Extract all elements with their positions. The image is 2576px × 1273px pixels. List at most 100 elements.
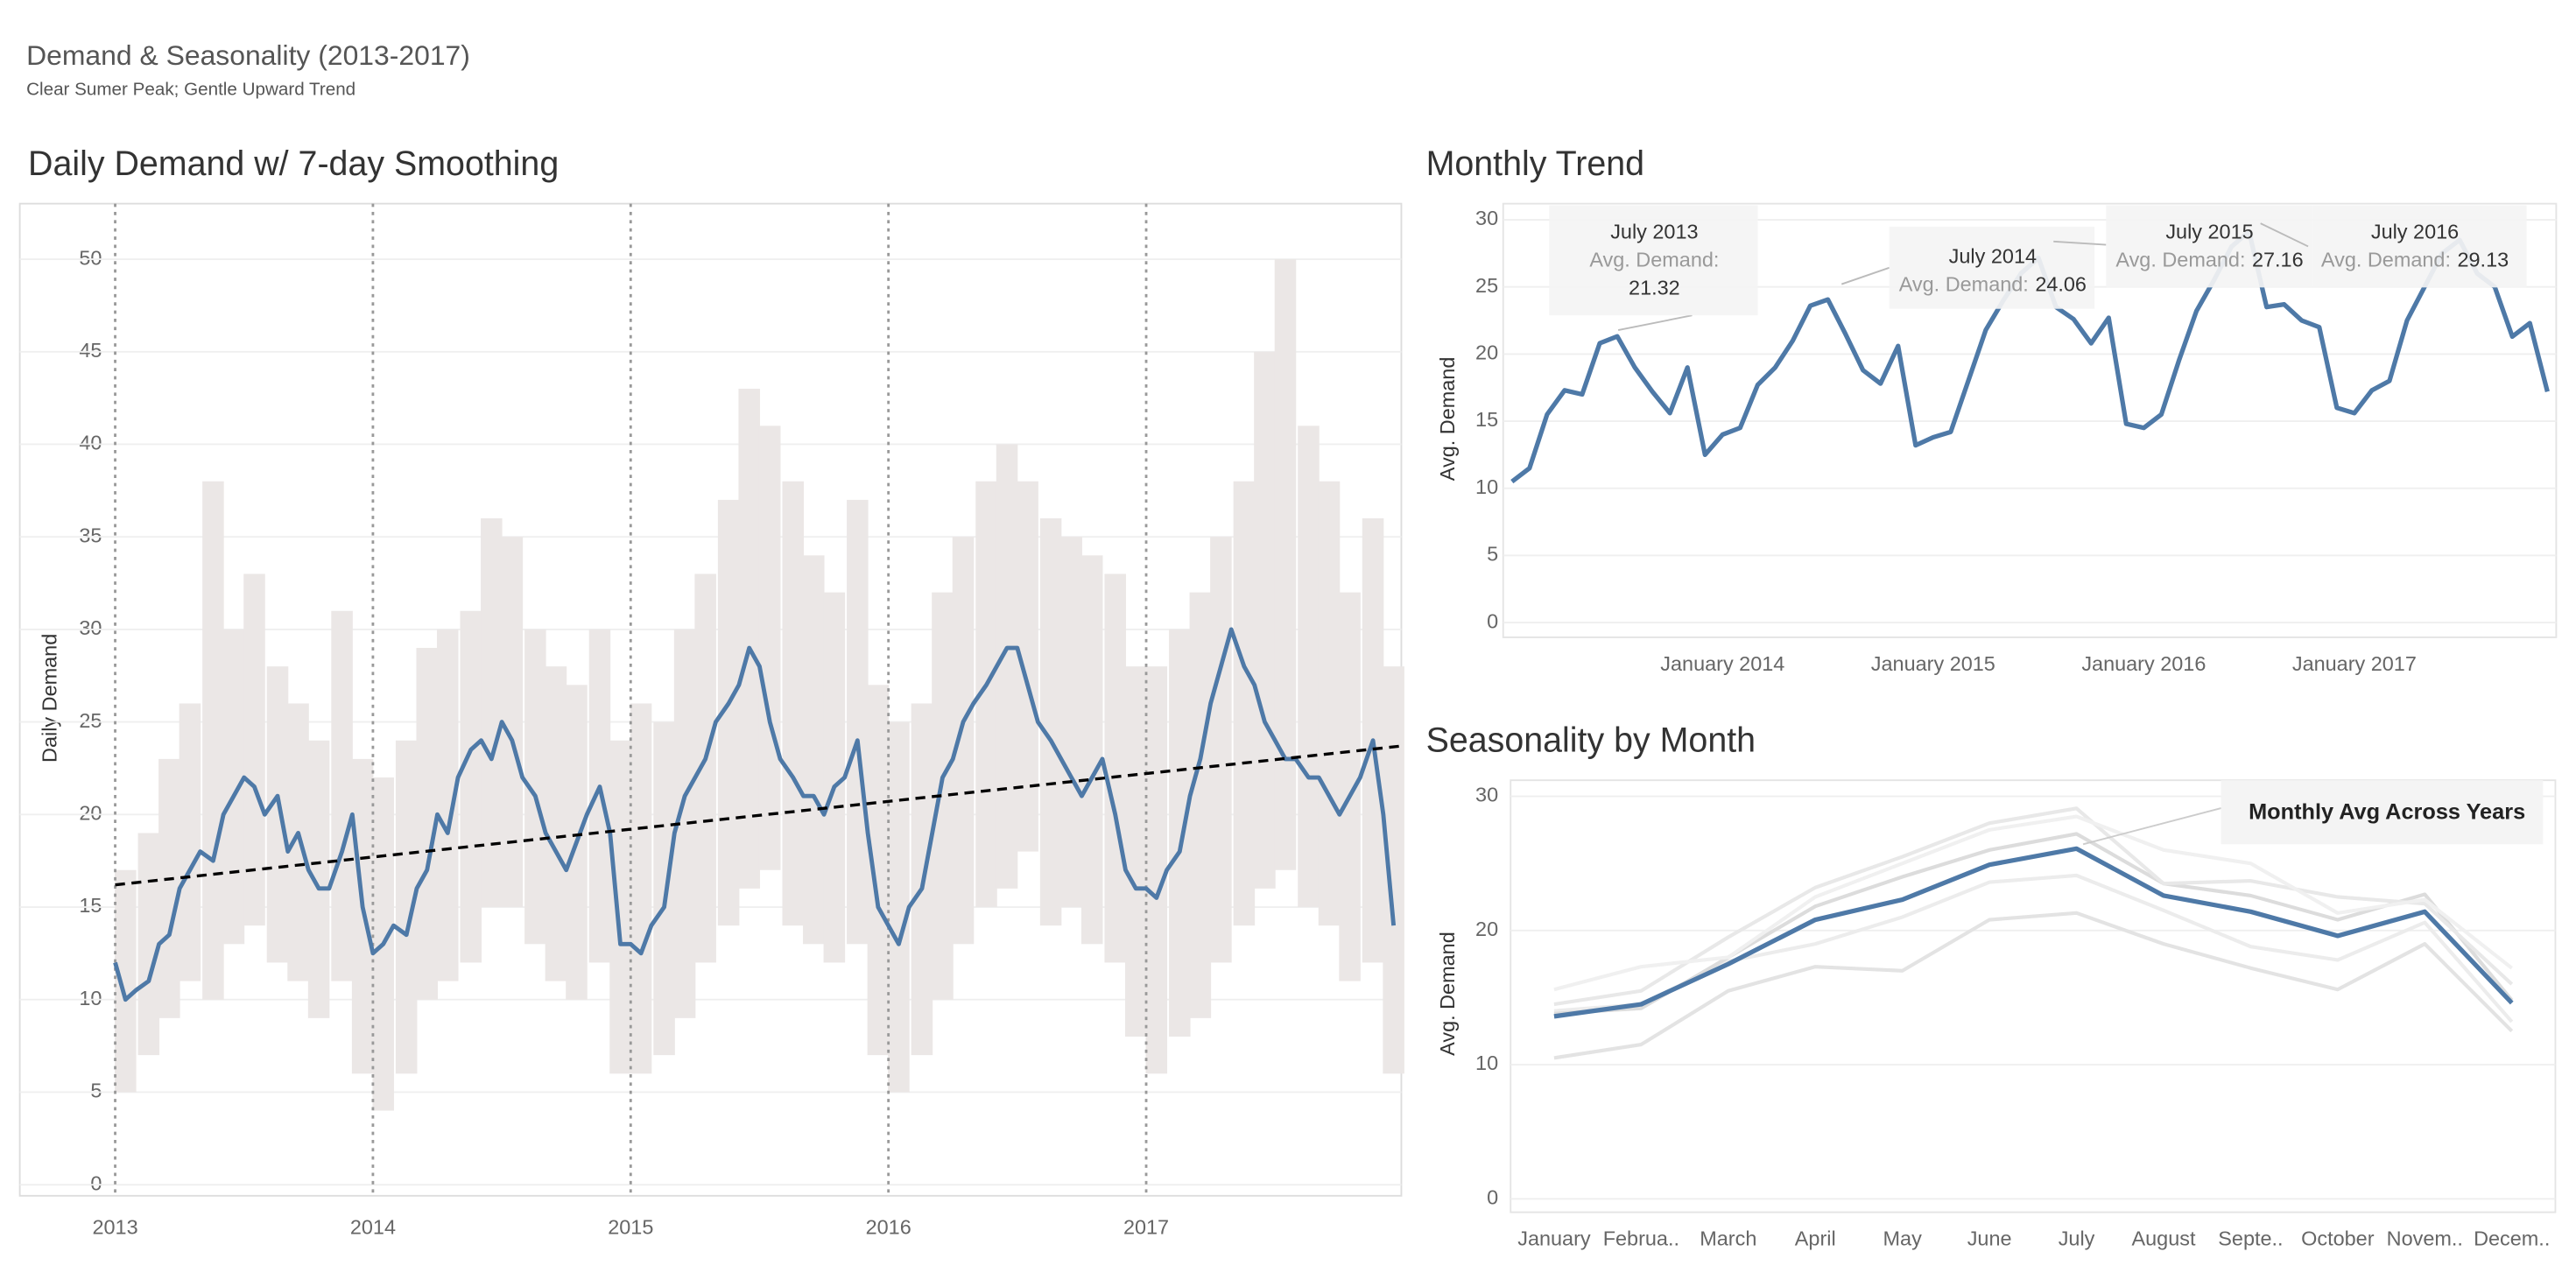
raw-range xyxy=(158,758,180,1018)
raw-range xyxy=(1298,426,1320,908)
y-tick-label: 0 xyxy=(90,1171,102,1194)
raw-range xyxy=(1210,537,1232,963)
raw-range xyxy=(266,666,289,963)
x-tick-label: July xyxy=(2059,1227,2095,1250)
y-tick-label: 20 xyxy=(79,801,102,824)
smoothed-line xyxy=(113,627,1397,1002)
raw-range xyxy=(1145,666,1168,1074)
annotation-title: July 2016 xyxy=(2371,221,2459,243)
annotation-label: Avg. Demand: xyxy=(1589,248,1719,271)
x-tick-label: August xyxy=(2131,1227,2195,1250)
raw-range xyxy=(782,481,805,926)
annotation-label: Avg. Demand: xyxy=(1899,273,2029,296)
x-tick-label: 2013 xyxy=(92,1216,137,1239)
raw-range xyxy=(1080,555,1103,945)
raw-range xyxy=(1104,573,1126,963)
x-tick-label: January 2017 xyxy=(2292,652,2417,675)
raw-range xyxy=(758,426,781,870)
y-tick-label: 50 xyxy=(79,246,102,269)
raw-range xyxy=(481,518,503,908)
annotation-connector xyxy=(2053,240,2107,246)
trend-line xyxy=(115,744,1402,887)
chart-title: Seasonality by Month xyxy=(1426,721,1756,759)
raw-range xyxy=(1189,592,1212,1018)
annotation-title: July 2015 xyxy=(2165,221,2253,243)
raw-range xyxy=(1017,481,1038,852)
annotation-value: 24.06 xyxy=(2035,273,2087,296)
y-tick-label: 30 xyxy=(1475,784,1498,806)
y-tick-label: 20 xyxy=(1475,918,1498,940)
y-tick-label: 25 xyxy=(1475,274,1498,297)
y-tick-label: 0 xyxy=(1487,1185,1498,1208)
raw-range xyxy=(1169,629,1191,1037)
x-tick-label: June xyxy=(1967,1227,2012,1250)
x-tick-label: January 2014 xyxy=(1660,652,1784,675)
raw-range xyxy=(1233,481,1256,926)
y-tick-label: 40 xyxy=(79,432,102,454)
annotation-box xyxy=(1549,205,1758,316)
y-tick-label: 25 xyxy=(79,709,102,732)
annotation-value: 21.32 xyxy=(1629,276,1680,299)
annotation-box xyxy=(2312,205,2527,288)
annotation-box xyxy=(2221,780,2544,845)
raw-range xyxy=(1254,351,1276,889)
series-line xyxy=(1553,846,2514,1019)
dashboard-subtitle: Clear Sumer Peak; Gentle Upward Trend xyxy=(26,80,355,100)
y-axis-label: Avg. Demand xyxy=(1436,932,1459,1056)
y-axis-label: Daily Demand xyxy=(38,634,60,763)
raw-range xyxy=(501,537,524,908)
series-line xyxy=(1553,814,2513,992)
raw-range xyxy=(952,537,975,945)
x-tick-label: Decem.. xyxy=(2474,1227,2550,1250)
plot-frame xyxy=(1510,779,2557,1213)
annotation-title: July 2013 xyxy=(1610,221,1698,243)
raw-range xyxy=(460,610,482,963)
y-tick-label: 35 xyxy=(79,524,102,546)
x-tick-label: Septe.. xyxy=(2218,1227,2283,1250)
raw-range xyxy=(847,499,869,945)
annotation-text: Avg. Demand: 29.13 xyxy=(2321,248,2509,271)
annotation-connector xyxy=(1617,314,1693,332)
dashboard-title: Demand & Seasonality (2013-2017) xyxy=(26,39,470,71)
x-tick-label: January xyxy=(1517,1227,1591,1250)
annotation-title: Monthly Avg Across Years xyxy=(2249,799,2525,824)
y-tick-label: 10 xyxy=(1475,1051,1498,1074)
x-tick-label: 2014 xyxy=(350,1216,396,1239)
y-tick-label: 0 xyxy=(1487,609,1498,632)
raw-range xyxy=(243,573,265,926)
annotation-label: Avg. Demand: xyxy=(2115,248,2245,271)
annotation-text: Avg. Demand: 24.06 xyxy=(1899,273,2087,296)
raw-range xyxy=(545,666,567,981)
y-tick-label: 10 xyxy=(79,987,102,1009)
raw-range xyxy=(888,721,910,1093)
raw-range xyxy=(202,481,224,1000)
raw-range xyxy=(1039,518,1062,926)
x-tick-label: 2017 xyxy=(1123,1216,1169,1239)
raw-range xyxy=(1318,481,1341,926)
y-tick-label: 10 xyxy=(1475,475,1498,498)
y-axis-label: Avg. Demand xyxy=(1436,357,1459,482)
y-tick-label: 45 xyxy=(79,339,102,362)
raw-range xyxy=(630,703,652,1074)
x-tick-label: April xyxy=(1795,1227,1836,1250)
x-tick-label: Novem.. xyxy=(2387,1227,2463,1250)
annotation-value: 29.13 xyxy=(2457,248,2509,271)
x-tick-label: 2016 xyxy=(866,1216,911,1239)
y-tick-label: 20 xyxy=(1475,341,1498,364)
raw-range xyxy=(867,685,890,1056)
annotation-label: Avg. Demand: xyxy=(2321,248,2451,271)
chart-title: Monthly Trend xyxy=(1426,144,1645,183)
raw-range xyxy=(803,555,825,945)
y-tick-label: 30 xyxy=(79,616,102,639)
raw-range xyxy=(1383,666,1404,1074)
raw-range xyxy=(115,869,137,1093)
annotation-text: Avg. Demand: 27.16 xyxy=(2115,248,2303,271)
x-tick-label: January 2015 xyxy=(1871,652,1995,675)
raw-range xyxy=(1124,666,1147,1037)
x-tick-label: 2015 xyxy=(608,1216,653,1239)
y-tick-label: 15 xyxy=(1475,408,1498,431)
raw-range xyxy=(437,629,459,981)
raw-range xyxy=(738,389,760,889)
raw-range xyxy=(1274,259,1297,870)
